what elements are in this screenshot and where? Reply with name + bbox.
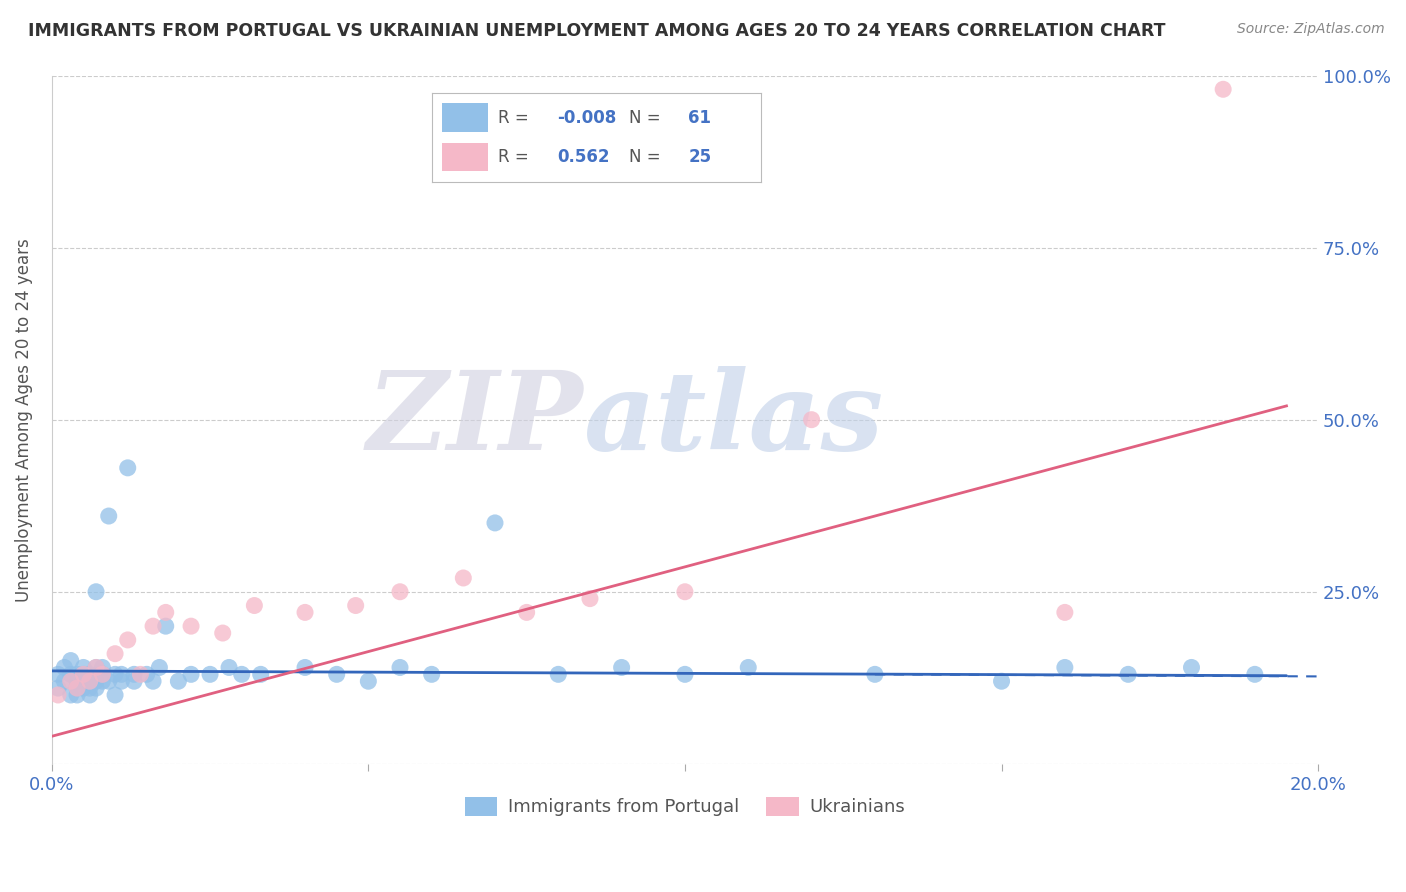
Point	[84, 584, 107, 599]
Point	[72, 667, 94, 681]
Point	[484, 516, 506, 530]
Point	[91, 660, 114, 674]
Point	[344, 599, 367, 613]
Point	[84, 660, 107, 674]
Point	[800, 412, 823, 426]
Point	[990, 674, 1012, 689]
Point	[117, 460, 139, 475]
Point	[243, 599, 266, 613]
Point	[579, 591, 602, 606]
Point	[547, 667, 569, 681]
Point	[97, 509, 120, 524]
Point	[46, 667, 69, 681]
Point	[53, 674, 76, 689]
Text: ZIP: ZIP	[367, 366, 583, 474]
Point	[388, 584, 411, 599]
Point	[453, 571, 475, 585]
Point	[91, 674, 114, 689]
Point	[66, 681, 89, 695]
Point	[66, 681, 89, 695]
Point	[129, 667, 152, 681]
Point	[294, 660, 316, 674]
Point	[79, 688, 101, 702]
Point	[218, 660, 240, 674]
Point	[388, 660, 411, 674]
Legend: Immigrants from Portugal, Ukrainians: Immigrants from Portugal, Ukrainians	[457, 789, 912, 823]
Point	[59, 674, 82, 689]
Point	[737, 660, 759, 674]
Point	[79, 674, 101, 689]
Point	[180, 619, 202, 633]
Point	[155, 606, 177, 620]
Point	[1212, 82, 1234, 96]
Point	[211, 626, 233, 640]
Point	[59, 654, 82, 668]
Point	[79, 674, 101, 689]
Point	[53, 660, 76, 674]
Point	[66, 688, 89, 702]
Point	[117, 632, 139, 647]
Point	[357, 674, 380, 689]
Point	[104, 647, 127, 661]
Point	[180, 667, 202, 681]
Point	[79, 667, 101, 681]
Point	[72, 660, 94, 674]
Text: IMMIGRANTS FROM PORTUGAL VS UKRAINIAN UNEMPLOYMENT AMONG AGES 20 TO 24 YEARS COR: IMMIGRANTS FROM PORTUGAL VS UKRAINIAN UN…	[28, 22, 1166, 40]
Point	[142, 619, 165, 633]
Point	[59, 688, 82, 702]
Point	[46, 681, 69, 695]
Point	[1116, 667, 1139, 681]
Point	[84, 681, 107, 695]
Point	[72, 667, 94, 681]
Point	[1053, 606, 1076, 620]
Point	[516, 606, 538, 620]
Point	[91, 667, 114, 681]
Point	[104, 667, 127, 681]
Point	[91, 667, 114, 681]
Point	[673, 667, 696, 681]
Point	[198, 667, 221, 681]
Point	[72, 681, 94, 695]
Text: Source: ZipAtlas.com: Source: ZipAtlas.com	[1237, 22, 1385, 37]
Point	[863, 667, 886, 681]
Point	[420, 667, 443, 681]
Point	[122, 667, 145, 681]
Point	[673, 584, 696, 599]
Point	[610, 660, 633, 674]
Y-axis label: Unemployment Among Ages 20 to 24 years: Unemployment Among Ages 20 to 24 years	[15, 238, 32, 601]
Point	[1180, 660, 1202, 674]
Point	[66, 667, 89, 681]
Point	[142, 674, 165, 689]
Point	[110, 674, 132, 689]
Point	[155, 619, 177, 633]
Point	[325, 667, 347, 681]
Point	[59, 667, 82, 681]
Point	[122, 674, 145, 689]
Point	[135, 667, 157, 681]
Point	[79, 681, 101, 695]
Point	[104, 688, 127, 702]
Point	[294, 606, 316, 620]
Point	[97, 674, 120, 689]
Text: atlas: atlas	[583, 366, 884, 474]
Point	[148, 660, 170, 674]
Point	[66, 674, 89, 689]
Point	[1053, 660, 1076, 674]
Point	[46, 688, 69, 702]
Point	[249, 667, 271, 681]
Point	[167, 674, 190, 689]
Point	[72, 674, 94, 689]
Point	[1243, 667, 1265, 681]
Point	[231, 667, 253, 681]
Point	[84, 660, 107, 674]
Point	[110, 667, 132, 681]
Point	[84, 674, 107, 689]
